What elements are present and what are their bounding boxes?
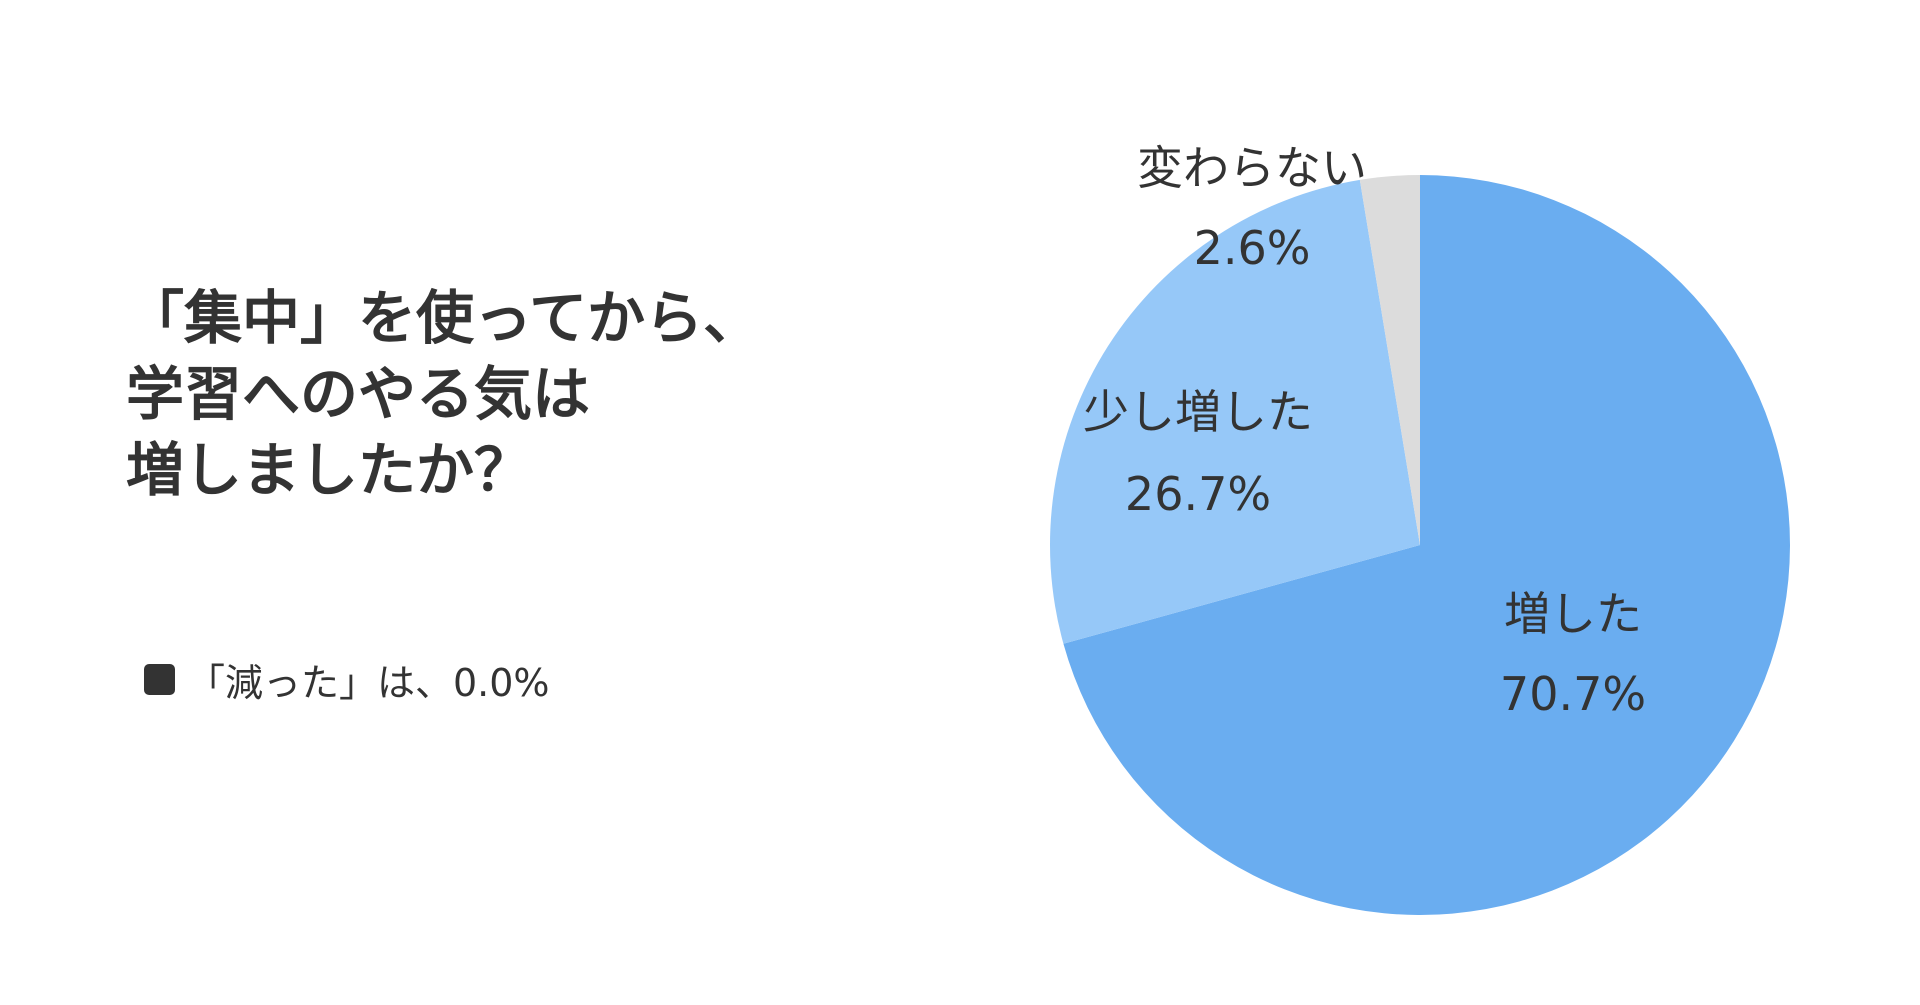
note-text: 「減った」は、0.0% <box>187 661 550 705</box>
slice-value-1: 70.7% <box>1500 667 1646 721</box>
chart-title: 「集中」を使ってから、 学習へのやる気は 増しましたか？ <box>126 280 886 508</box>
slice-label-1: 増した <box>1504 587 1642 641</box>
slice-value-3: 2.6% <box>1194 221 1311 275</box>
pie-slice-3 <box>1359 175 1420 545</box>
title-line-1: 「集中」を使ってから、 <box>126 284 762 352</box>
slice-label-3: 変わらない <box>1137 141 1367 195</box>
note-swatch <box>144 664 175 695</box>
pie-slice-1 <box>1063 175 1790 916</box>
title-line-2: 学習へのやる気は <box>126 360 591 428</box>
title-line-3: 増しましたか？ <box>126 436 533 504</box>
slice-label-2: 少し増した <box>1083 385 1313 439</box>
pie-slice-2 <box>1050 179 1420 644</box>
decreased-note: 「減った」は、0.0% <box>144 652 550 707</box>
slice-value-2: 26.7% <box>1125 467 1271 521</box>
